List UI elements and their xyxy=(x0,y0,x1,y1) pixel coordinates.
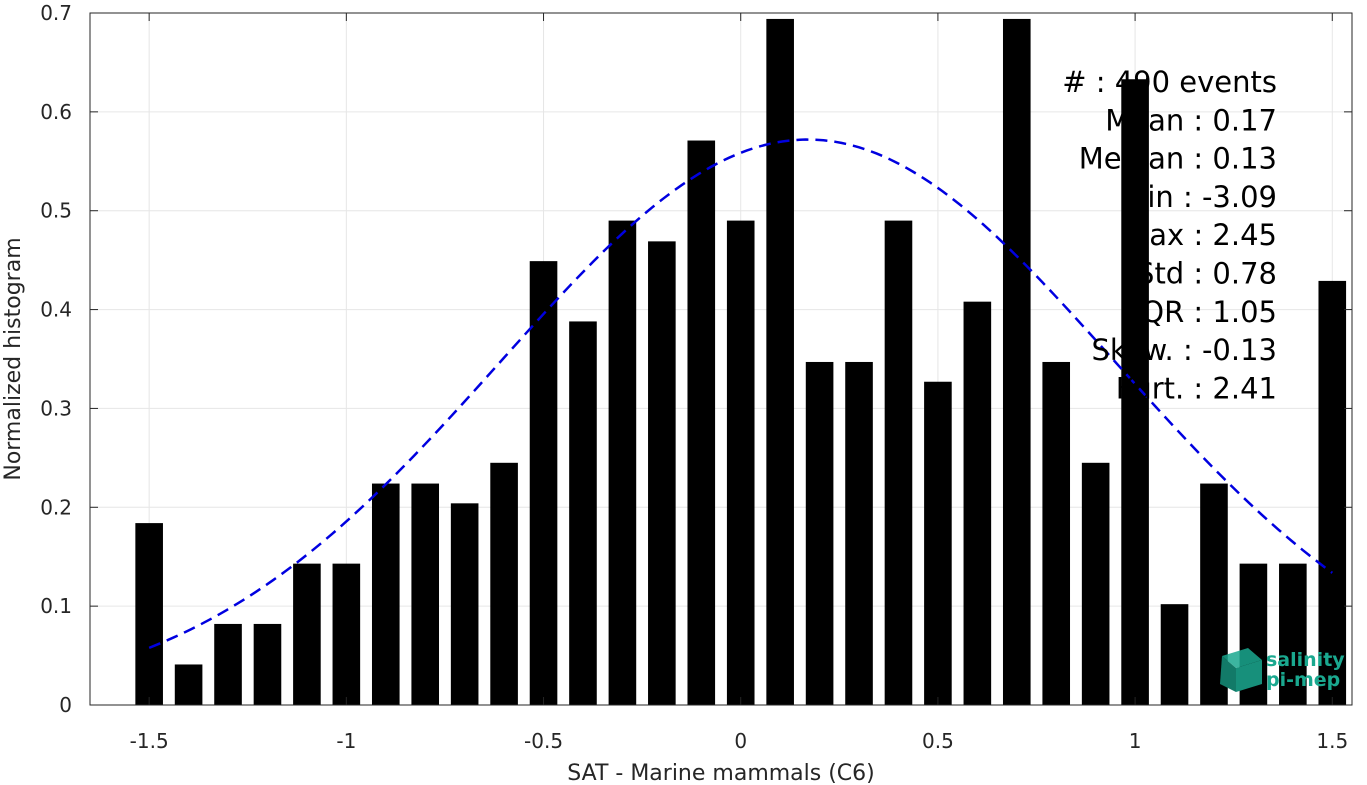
normal-fit-curve xyxy=(148,138,1334,650)
histogram-bar xyxy=(608,220,637,705)
histogram-bar xyxy=(174,664,203,705)
x-tick-label: 1 xyxy=(1129,729,1142,753)
x-tick-label: -0.5 xyxy=(524,729,563,753)
histogram-bar xyxy=(332,563,361,705)
logo-cube-icon xyxy=(1220,648,1262,692)
salinity-pi-mep-logo: salinity pi-mep xyxy=(1220,648,1345,692)
stat-line: Max : 2.45 xyxy=(1124,218,1277,252)
x-tick-label: -1.5 xyxy=(130,729,169,753)
stat-line: Median : 0.13 xyxy=(1079,142,1277,176)
stat-line: # : 490 events xyxy=(1062,65,1277,99)
histogram-bar xyxy=(1081,462,1110,705)
histogram-bar xyxy=(845,361,873,705)
y-tick-label: 0.6 xyxy=(40,100,72,124)
histogram-bar xyxy=(450,503,479,705)
y-tick-label: 0.3 xyxy=(40,396,72,420)
y-tick-label: 0.7 xyxy=(40,1,72,25)
x-tick-label: 0 xyxy=(734,729,747,753)
stat-line: Skew. : -0.13 xyxy=(1091,333,1277,367)
histogram-bar xyxy=(293,563,321,705)
histogram-bar xyxy=(726,220,755,705)
histogram-bar xyxy=(569,321,597,705)
y-tick-label: 0.4 xyxy=(40,298,72,322)
stat-line: Kurt. : 2.41 xyxy=(1116,371,1277,405)
histogram-bar xyxy=(1160,604,1189,705)
histogram-bar xyxy=(411,483,440,705)
bars xyxy=(135,18,1347,706)
plot-frame xyxy=(89,12,1353,706)
stat-line: IQR : 1.05 xyxy=(1133,295,1277,329)
x-tick-label: 1.5 xyxy=(1316,729,1348,753)
histogram-bar xyxy=(135,523,163,705)
x-tick-label: -1 xyxy=(336,729,356,753)
histogram-bar xyxy=(1279,563,1307,705)
histogram-bar xyxy=(1318,280,1347,705)
stat-line: Min : -3.09 xyxy=(1122,180,1277,214)
y-tick-label: 0 xyxy=(59,693,72,717)
histogram-bar xyxy=(371,483,400,705)
x-tick-label: 0.5 xyxy=(922,729,954,753)
axis-ticks: -1.5 -1 -0.5 0 0.5 1 1.5 0 0.1 0.2 0.3 0.4 0.5 0.6 0.7 xyxy=(40,1,1352,753)
histogram-bar xyxy=(490,462,518,705)
stat-line: Std : 0.78 xyxy=(1136,257,1277,291)
histogram-bar xyxy=(924,381,952,705)
statistics-annotations: # : 490 events Mean : 0.17 Median : 0.13 Mi… xyxy=(1062,65,1277,405)
histogram-bar xyxy=(1042,361,1071,705)
histogram-bar xyxy=(253,623,282,705)
histogram-bar xyxy=(1002,18,1031,705)
histogram-bar xyxy=(884,220,913,705)
y-tick-label: 0.5 xyxy=(40,199,72,223)
stat-line: Mean : 0.17 xyxy=(1105,103,1277,137)
histogram-bar xyxy=(805,361,834,705)
logo-text-line2: pi-mep xyxy=(1266,669,1340,691)
histogram-bar xyxy=(766,18,794,705)
logo-text-line1: salinity xyxy=(1266,649,1345,671)
y-tick-label: 0.1 xyxy=(40,594,72,618)
y-tick-label: 0.2 xyxy=(40,495,72,519)
histogram-bar xyxy=(648,241,676,706)
histogram-bar xyxy=(529,261,558,705)
histogram-bar xyxy=(687,140,716,706)
histogram-bar xyxy=(1121,79,1149,706)
x-axis-label: SAT - Marine mammals (C6) xyxy=(567,761,875,785)
histogram-bar xyxy=(963,301,992,705)
histogram-bar xyxy=(214,623,242,705)
y-axis-label: Normalized histogram xyxy=(1,237,26,480)
